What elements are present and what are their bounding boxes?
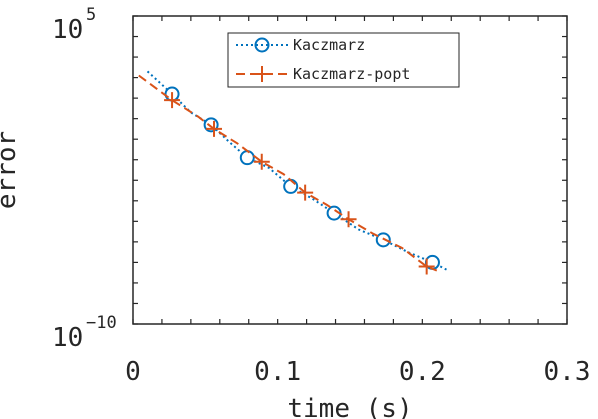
- data-point-kaczmarz-popt: [206, 120, 223, 137]
- y-tick-label: 10: [52, 323, 83, 353]
- x-tick-label: 0.1: [254, 357, 301, 387]
- y-axis-title: error: [0, 131, 22, 209]
- data-point-kaczmarz: [283, 178, 299, 194]
- legend-marker-kaczmarz-popt: [254, 66, 270, 82]
- legend-label-kaczmarz-popt: Kaczmarz-popt: [293, 65, 410, 83]
- data-point-kaczmarz: [239, 150, 255, 166]
- tick-marks: [132, 15, 568, 325]
- y-tick-exponent: −10: [86, 313, 117, 333]
- x-tick-label: 0: [125, 357, 141, 387]
- series-layer: [138, 70, 449, 275]
- series-line-kaczmarz: [146, 70, 449, 272]
- data-point-kaczmarz-popt: [418, 258, 435, 275]
- x-tick-labels: 0 0.1 0.2 0.3: [125, 357, 590, 387]
- y-tick-exponent: 5: [86, 5, 96, 25]
- legend-marker-kaczmarz: [254, 37, 270, 53]
- y-tick-label: 10: [52, 15, 83, 45]
- data-point-kaczmarz-popt: [164, 92, 181, 109]
- x-tick-label: 0.3: [544, 357, 591, 387]
- legend: Kaczmarz Kaczmarz-popt: [227, 32, 460, 88]
- data-point-kaczmarz-popt: [297, 184, 314, 201]
- legend-box: [227, 32, 460, 88]
- data-point-kaczmarz-popt: [253, 153, 270, 170]
- data-point-kaczmarz-popt: [340, 211, 357, 228]
- x-tick-label: 0.2: [399, 357, 446, 387]
- series-line-kaczmarz-popt: [138, 74, 438, 272]
- legend-label-kaczmarz: Kaczmarz: [293, 36, 365, 54]
- x-axis-title: time (s): [287, 394, 412, 419]
